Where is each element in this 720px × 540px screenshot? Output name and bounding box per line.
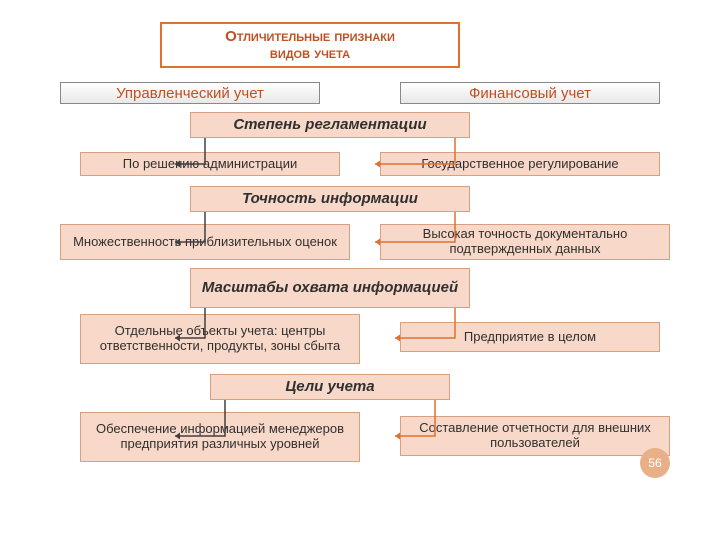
title-box: Отличительные признаки видов учета <box>160 22 460 68</box>
col-head-left-label: Управленческий учет <box>116 85 264 102</box>
cell-2-left: Отдельные объекты учета: центры ответств… <box>80 314 360 364</box>
category-0: Степень регламентации <box>190 112 470 138</box>
cell-0-left: По решению администрации <box>80 152 340 176</box>
cell-3-right: Составление отчетности для внешних польз… <box>400 416 670 456</box>
col-head-right: Финансовый учет <box>400 82 660 104</box>
title-line1: Отличительные признаки <box>225 28 395 45</box>
page-number: 56 <box>648 456 661 470</box>
category-2: Масштабы охвата информацией <box>190 268 470 308</box>
col-head-right-label: Финансовый учет <box>469 85 591 102</box>
category-3: Цели учета <box>210 374 450 400</box>
cell-0-right: Государственное регулирование <box>380 152 660 176</box>
page-number-badge: 56 <box>640 448 670 478</box>
col-head-left: Управленческий учет <box>60 82 320 104</box>
cell-1-right: Высокая точность документально подтвержд… <box>380 224 670 260</box>
cell-2-right: Предприятие в целом <box>400 322 660 352</box>
cell-3-left: Обеспечение информацией менеджеров предп… <box>80 412 360 462</box>
category-1: Точность информации <box>190 186 470 212</box>
cell-1-left: Множественность приблизительных оценок <box>60 224 350 260</box>
title-line2: видов учета <box>270 45 350 62</box>
